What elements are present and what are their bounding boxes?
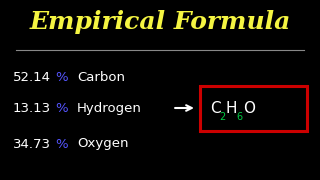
Text: 34.73: 34.73 (13, 138, 51, 150)
Text: %: % (56, 102, 68, 114)
Text: H: H (226, 100, 237, 116)
Text: Oxygen: Oxygen (77, 138, 129, 150)
Text: Carbon: Carbon (77, 71, 125, 84)
Text: O: O (243, 100, 255, 116)
FancyBboxPatch shape (200, 86, 307, 131)
Text: Hydrogen: Hydrogen (77, 102, 142, 114)
Text: C: C (211, 100, 221, 116)
Text: 2: 2 (220, 112, 226, 122)
Text: %: % (56, 138, 68, 150)
Text: 13.13: 13.13 (13, 102, 51, 114)
Text: 6: 6 (237, 112, 243, 122)
Text: Empirical Formula: Empirical Formula (29, 10, 291, 34)
Text: 52.14: 52.14 (13, 71, 51, 84)
Text: %: % (56, 71, 68, 84)
